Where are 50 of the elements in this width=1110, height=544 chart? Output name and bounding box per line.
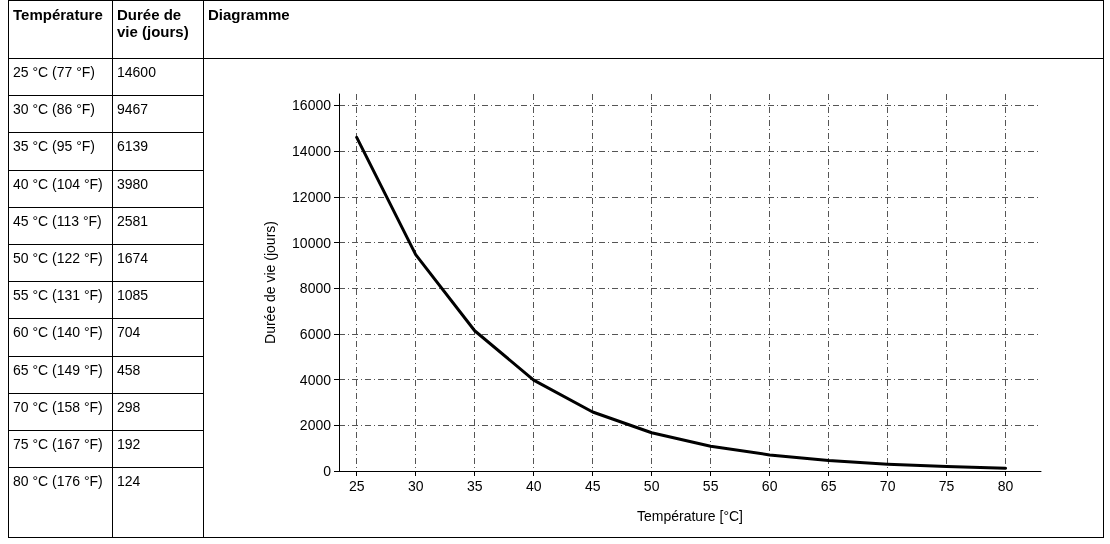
y-axis-title: Durée de vie (jours) <box>262 221 278 344</box>
text: 6139 <box>112 132 204 171</box>
text: 124 <box>112 467 204 538</box>
x-tick-label: 55 <box>702 478 719 494</box>
x-tick-label: 25 <box>348 478 365 494</box>
x-tick-label: 35 <box>466 478 483 494</box>
y-tick-label: 8000 <box>299 280 332 297</box>
y-tick-label: 2000 <box>299 417 332 434</box>
text: 14600 <box>112 58 204 96</box>
text: 35 °C (95 °F) <box>8 132 113 171</box>
text: 3980 <box>112 170 204 208</box>
x-tick-label: 40 <box>525 478 542 494</box>
text: 1085 <box>112 281 204 319</box>
text: 2581 <box>112 207 204 245</box>
text: 9467 <box>112 95 204 133</box>
x-tick-label: 45 <box>584 478 601 494</box>
text: 30 °C (86 °F) <box>8 95 113 133</box>
text: 704 <box>112 318 204 357</box>
chart-title: Diagramme <box>203 0 1104 59</box>
x-tick-label: 50 <box>643 478 660 494</box>
text: 65 °C (149 °F) <box>8 356 113 394</box>
y-tick-label: 12000 <box>292 188 332 205</box>
x-tick-label: 75 <box>938 478 955 494</box>
text: 192 <box>112 430 204 468</box>
x-axis-title: Température [°C] <box>637 508 743 524</box>
y-tick-label: 10000 <box>292 234 332 251</box>
x-tick-label: 65 <box>820 478 837 494</box>
text: 458 <box>112 356 204 394</box>
y-tick-label: 0 <box>323 463 332 479</box>
text: 40 °C (104 °F) <box>8 170 113 208</box>
text: Durée de vie (jours) <box>112 0 204 59</box>
text: 1674 <box>112 244 204 282</box>
x-tick-label: 80 <box>997 478 1014 494</box>
text: 298 <box>112 393 204 431</box>
text: 80 °C (176 °F) <box>8 467 113 538</box>
text: 45 °C (113 °F) <box>8 207 113 245</box>
text: 55 °C (131 °F) <box>8 281 113 319</box>
y-tick-label: 14000 <box>292 143 332 160</box>
text: 25 °C (77 °F) <box>8 58 113 96</box>
text: Température <box>8 0 113 59</box>
x-tick-label: 70 <box>879 478 896 494</box>
y-tick-label: 16000 <box>292 97 332 114</box>
text: 75 °C (167 °F) <box>8 430 113 468</box>
text: 50 °C (122 °F) <box>8 244 113 282</box>
y-tick-label: 6000 <box>299 325 332 342</box>
text: 70 °C (158 °F) <box>8 393 113 431</box>
y-tick-label: 4000 <box>299 371 332 388</box>
text: 60 °C (140 °F) <box>8 318 113 357</box>
x-tick-label: 60 <box>761 478 778 494</box>
x-tick-label: 30 <box>407 478 424 494</box>
